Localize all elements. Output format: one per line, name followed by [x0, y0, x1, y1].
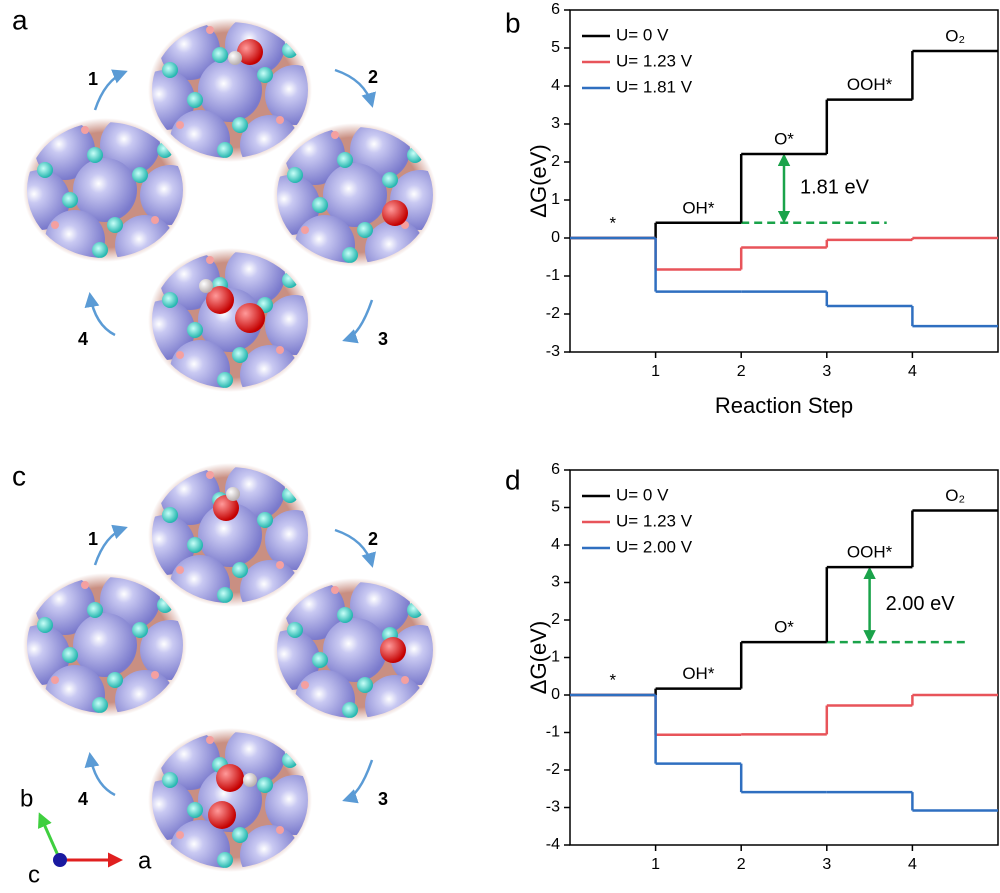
y-tick-label: 5 — [551, 499, 560, 516]
y-tick-label: 2 — [551, 153, 560, 170]
y-tick-label: 5 — [551, 39, 560, 56]
level-label: O₂ — [945, 486, 965, 505]
chart: b -3 -2 -1 0 1 2 3 4 5 6 1 2 3 4 Reaction Step ΔG(eV) 1.8… — [505, 1, 999, 418]
x-tick-label: 4 — [908, 856, 917, 873]
x-tick-label: 2 — [737, 856, 746, 873]
panel-label: a — [12, 4, 28, 35]
structure — [260, 120, 450, 280]
legend-label: U= 0 V — [616, 485, 669, 504]
step-number: 4 — [78, 789, 88, 809]
y-tick-label: 1 — [551, 649, 560, 666]
x-tick-label: 3 — [822, 363, 831, 380]
level-label: OH* — [682, 664, 715, 683]
y-tick-label: -1 — [546, 724, 560, 741]
y-tick-label: -2 — [546, 761, 560, 778]
panel-c: c 1 2 3 4 — [10, 460, 450, 885]
y-tick-label: 3 — [551, 115, 560, 132]
y-tick-label: 1 — [551, 191, 560, 208]
structure — [260, 575, 450, 735]
step-number: 3 — [378, 789, 388, 809]
y-tick-label: -2 — [546, 305, 560, 322]
y-tick-label: 0 — [551, 229, 560, 246]
y-tick-label: 2 — [551, 611, 560, 628]
x-tick-label: 3 — [822, 856, 831, 873]
plot-frame — [569, 9, 999, 353]
gap-label: 1.81 eV — [800, 177, 870, 199]
axes-triad: b c a — [20, 785, 152, 888]
axis-name: c — [28, 861, 40, 888]
structure — [10, 570, 200, 730]
step-number: 1 — [88, 529, 98, 549]
legend-label: U= 1.81 V — [616, 77, 693, 96]
axis-name: b — [20, 785, 33, 812]
step-number: 3 — [378, 329, 388, 349]
panel-label: d — [505, 464, 521, 495]
y-tick-label: 4 — [551, 536, 560, 553]
step-number: 1 — [88, 69, 98, 89]
step-number: 4 — [78, 329, 88, 349]
level-label: OOH* — [847, 75, 893, 94]
legend-label: U= 1.23 V — [616, 51, 693, 70]
level-label: O* — [774, 618, 794, 637]
x-tick-label: 1 — [651, 856, 660, 873]
y-tick-label: -3 — [546, 799, 560, 816]
gap-label: 2.00 eV — [886, 593, 956, 615]
panel-label: b — [505, 7, 521, 38]
level-label: * — [609, 213, 616, 232]
x-axis-label: Reaction Step — [715, 393, 853, 418]
level-label: OOH* — [847, 543, 893, 562]
x-tick-label: 2 — [737, 363, 746, 380]
step-number: 2 — [368, 529, 378, 549]
y-tick-label: 6 — [551, 1, 560, 18]
y-tick-label: -3 — [546, 343, 560, 360]
y-axis-label: ΔG(eV) — [526, 621, 551, 694]
y-tick-label: 6 — [551, 461, 560, 478]
legend-label: U= 0 V — [616, 25, 669, 44]
y-tick-label: 3 — [551, 574, 560, 591]
axis-name: a — [138, 847, 152, 874]
x-tick-label: 1 — [651, 363, 660, 380]
y-axis-label: ΔG(eV) — [526, 144, 551, 217]
panel-a: a 1 2 3 4 — [10, 4, 450, 405]
y-tick-label: -1 — [546, 267, 560, 284]
level-label: O* — [774, 130, 794, 149]
level-label: O₂ — [945, 27, 965, 46]
legend-label: U= 2.00 V — [616, 537, 693, 556]
x-tick-label: 4 — [908, 363, 917, 380]
step-number: 2 — [368, 67, 378, 87]
panel-label: c — [12, 460, 26, 491]
y-tick-label: 4 — [551, 77, 560, 94]
y-tick-label: -4 — [546, 836, 560, 853]
y-tick-label: 0 — [551, 686, 560, 703]
legend-label: U= 1.23 V — [616, 511, 693, 530]
level-label: * — [609, 670, 616, 689]
structure — [135, 245, 325, 405]
level-label: OH* — [682, 198, 715, 217]
